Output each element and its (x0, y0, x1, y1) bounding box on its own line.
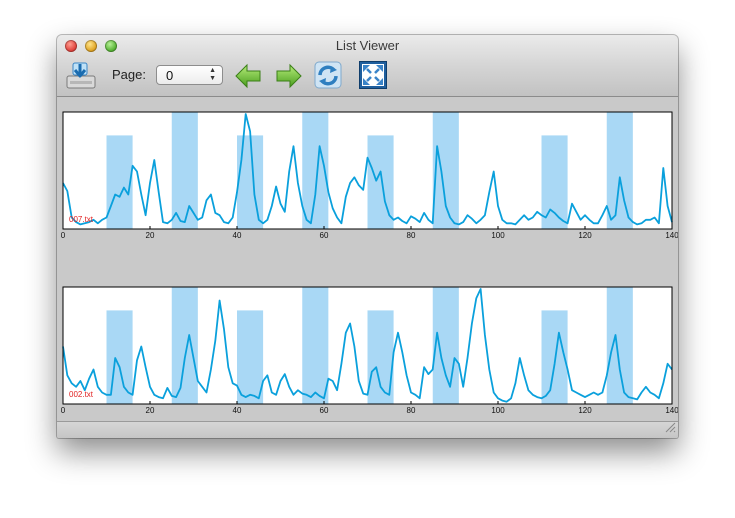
titlebar: List Viewer Page: 0 ▲ ▼ (57, 35, 678, 97)
x-tick-label: 80 (407, 406, 416, 415)
fullscreen-icon[interactable] (359, 61, 387, 94)
page-value: 0 (166, 68, 174, 83)
highlight-band (606, 287, 633, 404)
highlight-band (106, 310, 133, 404)
plot-frame (62, 111, 673, 230)
x-tick-label: 120 (578, 231, 592, 240)
x-tick-label: 120 (578, 406, 592, 415)
x-tick-label: 60 (320, 406, 329, 415)
resize-grip-icon[interactable] (664, 420, 676, 438)
file-label: 002.txt (69, 390, 94, 399)
status-bar (57, 421, 678, 438)
highlight-band (302, 287, 329, 404)
highlight-band (432, 112, 459, 229)
x-tick-label: 80 (407, 231, 416, 240)
highlight-band (171, 287, 198, 404)
x-tick-label: 40 (233, 406, 242, 415)
page-label: Page: (112, 67, 146, 82)
x-tick-label: 20 (146, 406, 155, 415)
file-label: 007.txt (69, 215, 94, 224)
chart-area: 0 20 40 60 80 100 120 140 007.txt 0 20 40 60 80 100 120… (57, 97, 678, 421)
plot-frame (62, 286, 673, 405)
page-selector[interactable]: 0 ▲ ▼ (156, 65, 223, 85)
window-title: List Viewer (335, 38, 400, 53)
arrow-left-icon[interactable] (234, 63, 262, 94)
x-tick-label: 140 (665, 406, 678, 415)
x-tick-label: 20 (146, 231, 155, 240)
series-line (62, 113, 673, 226)
x-tick-label: 100 (491, 231, 505, 240)
series-line (62, 288, 673, 403)
zoom-window-button[interactable] (105, 40, 117, 52)
close-window-button[interactable] (65, 40, 77, 52)
save-drive-icon[interactable] (65, 59, 97, 96)
chart-panel-0: 0 20 40 60 80 100 120 140 007.txt (61, 111, 678, 240)
highlight-band (541, 310, 568, 404)
x-tick-label: 100 (491, 406, 505, 415)
highlight-band (606, 112, 633, 229)
highlight-band (432, 287, 459, 404)
x-tick-label: 140 (665, 231, 678, 240)
x-tick-label: 40 (233, 231, 242, 240)
x-tick-label: 0 (61, 406, 66, 415)
highlight-band (237, 135, 264, 229)
highlight-band (106, 135, 133, 229)
highlight-band (541, 135, 568, 229)
minimize-window-button[interactable] (85, 40, 97, 52)
highlight-band (237, 310, 264, 404)
highlight-band (171, 112, 198, 229)
list-viewer-window: List Viewer Page: 0 ▲ ▼ (57, 35, 678, 438)
refresh-icon[interactable] (313, 59, 343, 96)
x-tick-label: 60 (320, 231, 329, 240)
arrow-right-icon[interactable] (275, 63, 303, 94)
stepper-arrows-icon: ▲ ▼ (209, 67, 216, 82)
x-tick-label: 0 (61, 231, 66, 240)
chart-panel-1: 0 20 40 60 80 100 120 140 002.txt (61, 286, 678, 415)
